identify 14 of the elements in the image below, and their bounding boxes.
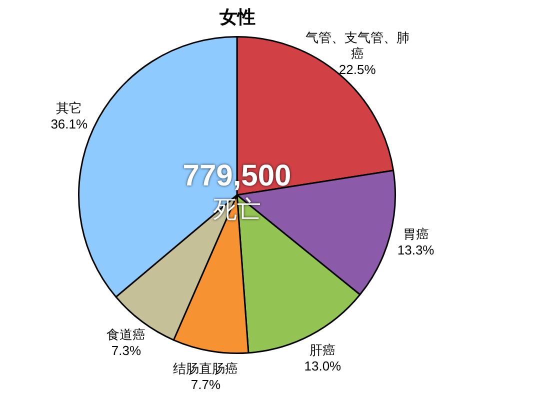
data-label: 22.5% (338, 62, 376, 77)
slice-label: 肝癌 (310, 342, 336, 358)
slice-label: 胃癌 (402, 226, 429, 242)
slice-label: 其它 (56, 100, 82, 116)
slice-label: 气管、支气管、肺癌 (305, 30, 410, 61)
data-label: 36.1% (50, 116, 88, 132)
chart-title: 女性 (218, 6, 256, 27)
text: 779,500 (182, 159, 292, 192)
slice-label: 结肠直肠癌 (173, 361, 238, 376)
data-label: 7.7% (190, 377, 221, 392)
data-label: 13.3% (397, 242, 435, 258)
data-label: 7.3% (111, 342, 142, 358)
data-label: 13.0% (304, 358, 342, 374)
slice-label: 食道癌 (106, 326, 146, 342)
